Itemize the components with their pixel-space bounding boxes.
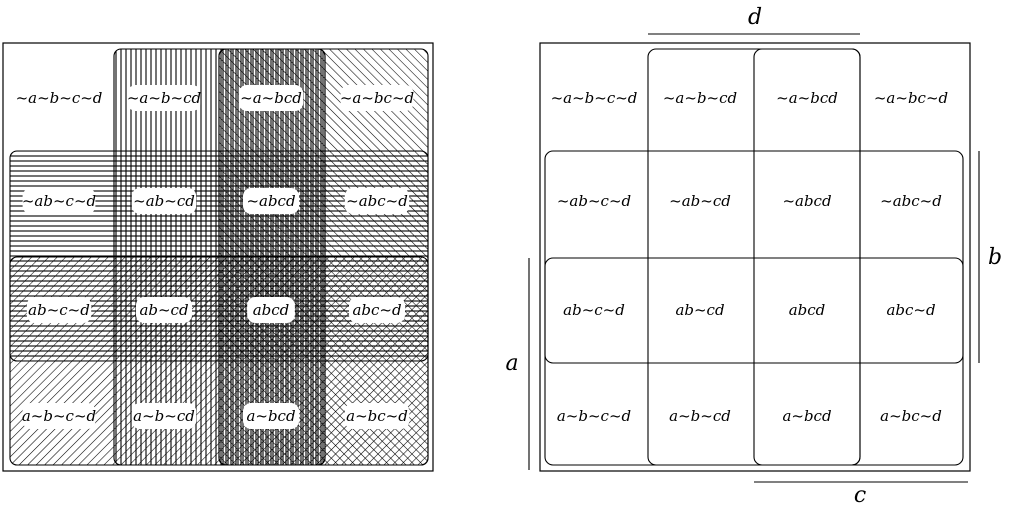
left-cell-label-background bbox=[344, 403, 410, 429]
right-cell-label: abcd bbox=[789, 301, 826, 319]
right-cell-label: a~b~cd bbox=[669, 407, 731, 425]
left-cell: ~a~b~cd bbox=[127, 85, 201, 111]
right-cell-label: ~a~bcd bbox=[776, 89, 838, 107]
left-cell-label-background bbox=[26, 297, 92, 323]
left-cell-label: ab~cd bbox=[139, 301, 188, 319]
left-cell: ab~c~d bbox=[26, 297, 92, 323]
left-region-c-column bbox=[218, 48, 326, 466]
right-region-c bbox=[753, 48, 861, 466]
left-cell-label-background bbox=[127, 85, 201, 111]
right-outline-diagram: d b a c ~a~b~c~d ~a~b~cd ~a~bcd ~a~bc~d ~ab~… bbox=[505, 5, 1002, 506]
left-outer-frame bbox=[2, 42, 434, 472]
left-cell-label: abc~d bbox=[352, 301, 401, 319]
left-cell-label-background bbox=[247, 297, 295, 323]
left-cell-label-background bbox=[349, 297, 405, 323]
right-cell-label: ab~c~d bbox=[563, 301, 625, 319]
left-cell: abc~d bbox=[349, 297, 405, 323]
left-cell: ab~cd bbox=[136, 297, 192, 323]
left-cell-label-background bbox=[18, 85, 100, 111]
right-region-a bbox=[544, 257, 964, 466]
left-cell-label: ~a~b~cd bbox=[127, 89, 201, 107]
left-cell: ~abc~d bbox=[344, 188, 410, 214]
left-cell-label: a~b~cd bbox=[133, 407, 195, 425]
left-cell-label-background bbox=[22, 188, 96, 214]
left-cell-label-background bbox=[238, 85, 304, 111]
left-cell: a~b~c~d bbox=[22, 403, 96, 429]
left-cell: ~ab~cd bbox=[131, 188, 197, 214]
left-cell-label-background bbox=[344, 188, 410, 214]
right-cell-label: abc~d bbox=[886, 301, 935, 319]
left-cell: a~bcd bbox=[243, 403, 299, 429]
left-cell-label-background bbox=[243, 403, 299, 429]
left-cell-label: ~a~bc~d bbox=[340, 89, 414, 107]
left-cell-label: abcd bbox=[253, 301, 290, 319]
axis-label-a: a bbox=[505, 351, 518, 376]
left-cell-label-background bbox=[131, 403, 197, 429]
right-region-b bbox=[544, 150, 964, 364]
right-cell-label: ~ab~cd bbox=[669, 192, 731, 210]
right-cell-label: ~abcd bbox=[782, 192, 831, 210]
left-cell-label: ab~c~d bbox=[28, 301, 90, 319]
right-cell-label: ~abc~d bbox=[880, 192, 942, 210]
left-cell: ~abcd bbox=[243, 188, 299, 214]
left-cell: ~a~bc~d bbox=[340, 85, 414, 111]
left-hatched-diagram: ~a~b~c~d ~a~b~cd ~a~bcd ~a~bc~d ~ab~c~d ~ab~c… bbox=[2, 42, 434, 472]
left-cell-label: ~a~b~c~d bbox=[16, 89, 103, 107]
left-cell-label: ~ab~cd bbox=[133, 192, 195, 210]
left-cell-label: ~abcd bbox=[246, 192, 295, 210]
left-cell-label-background bbox=[340, 85, 414, 111]
left-cell-label-background bbox=[131, 188, 197, 214]
axis-label-b: b bbox=[988, 245, 1002, 270]
left-cell-label: a~bcd bbox=[246, 407, 295, 425]
left-cell-label-background bbox=[136, 297, 192, 323]
left-cell: ~a~b~c~d bbox=[16, 85, 103, 111]
right-outer-frame bbox=[539, 42, 971, 472]
left-cell-label-background bbox=[243, 188, 299, 214]
left-cell: ~ab~c~d bbox=[22, 188, 96, 214]
right-cell-label: a~b~c~d bbox=[557, 407, 631, 425]
right-cell-label: ~a~b~cd bbox=[663, 89, 737, 107]
right-cell-label: ~a~b~c~d bbox=[551, 89, 638, 107]
right-cell-label: ~ab~c~d bbox=[557, 192, 631, 210]
left-cell: a~b~cd bbox=[131, 403, 197, 429]
left-cell-label: ~a~bcd bbox=[240, 89, 302, 107]
left-cell: a~bc~d bbox=[344, 403, 410, 429]
left-cell-label-background bbox=[22, 403, 96, 429]
left-cell-label: ~abc~d bbox=[346, 192, 408, 210]
right-cell-label: a~bc~d bbox=[880, 407, 942, 425]
right-cell-label: ab~cd bbox=[675, 301, 724, 319]
right-cell-label: ~a~bc~d bbox=[874, 89, 948, 107]
axis-label-c: c bbox=[854, 483, 866, 506]
left-cell: abcd bbox=[247, 297, 295, 323]
axis-label-d: d bbox=[748, 5, 762, 30]
left-cell: ~a~bcd bbox=[238, 85, 304, 111]
left-cell-label: a~b~c~d bbox=[22, 407, 96, 425]
right-cell-label: a~bcd bbox=[782, 407, 831, 425]
left-cell-label: a~bc~d bbox=[346, 407, 408, 425]
left-cell-label: ~ab~c~d bbox=[22, 192, 96, 210]
